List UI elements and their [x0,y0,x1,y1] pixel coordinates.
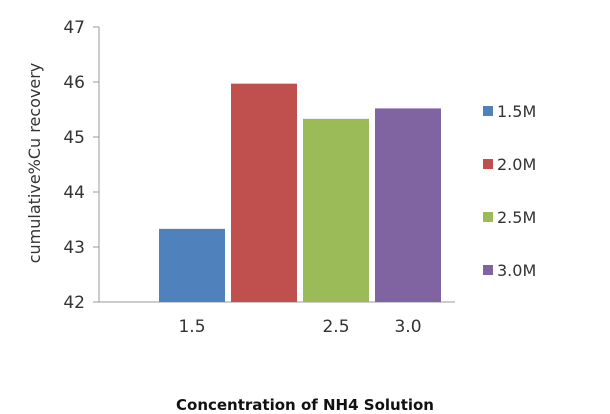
x-axis-title: Concentration of NH4 Solution [176,396,434,414]
legend-swatch [483,159,493,169]
legend-swatch [483,212,493,222]
y-tick-label: 46 [63,73,85,93]
y-tick-label: 47 [63,18,85,38]
y-tick-label: 45 [63,128,85,148]
legend-label: 3.0M [497,260,537,280]
legend-swatch [483,106,493,116]
legend-item-2.5M: 2.5M [483,207,537,227]
bar-2.0M [231,83,297,303]
y-tick-label: 44 [63,183,85,203]
x-tick-label: 3.0 [394,317,421,337]
y-axis-label: cumulative%Cu recovery [25,63,44,264]
legend-label: 2.0M [497,154,537,174]
y-tick-label: 43 [63,238,85,258]
legend-label: 2.5M [497,207,537,227]
bar-3.0M [375,108,441,303]
y-tick-label: 42 [63,293,85,313]
x-tick-label: 2.5 [322,317,349,337]
legend-item-2.0M: 2.0M [483,154,537,174]
bars [159,83,441,303]
legend-item-1.5M: 1.5M [483,101,537,121]
tick-labels: 42 43 44 45 46 47 1.5 2.5 3.0 [63,18,421,337]
legend-swatch [483,265,493,275]
legend-label: 1.5M [497,101,537,121]
x-tick-label: 1.5 [178,317,205,337]
legend-item-3.0M: 3.0M [483,260,537,280]
bar-2.5M [303,118,369,302]
bar-1.5M [159,228,225,302]
